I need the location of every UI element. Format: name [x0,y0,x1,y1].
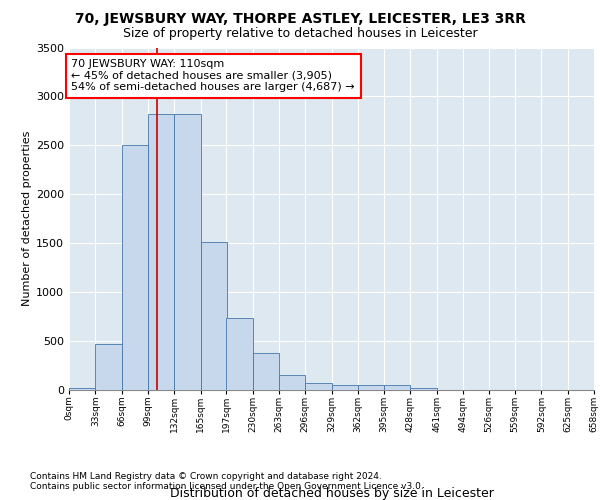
Text: 70 JEWSBURY WAY: 110sqm
← 45% of detached houses are smaller (3,905)
54% of semi: 70 JEWSBURY WAY: 110sqm ← 45% of detache… [71,59,355,92]
Bar [384,385,410,390]
Bar [410,388,437,390]
Bar [95,344,122,390]
Bar [226,318,253,390]
Bar [358,385,384,390]
Bar [331,385,358,390]
Bar [253,353,279,390]
Bar [200,242,227,390]
Y-axis label: Number of detached properties: Number of detached properties [22,131,32,306]
Bar [175,114,200,390]
Bar [69,388,95,390]
Text: 70, JEWSBURY WAY, THORPE ASTLEY, LEICESTER, LE3 3RR: 70, JEWSBURY WAY, THORPE ASTLEY, LEICEST… [74,12,526,26]
Bar [279,376,305,390]
Bar [148,114,175,390]
Text: Contains public sector information licensed under the Open Government Licence v3: Contains public sector information licen… [30,482,424,491]
Text: Contains HM Land Registry data © Crown copyright and database right 2024.: Contains HM Land Registry data © Crown c… [30,472,382,481]
Text: Size of property relative to detached houses in Leicester: Size of property relative to detached ho… [122,28,478,40]
X-axis label: Distribution of detached houses by size in Leicester: Distribution of detached houses by size … [170,488,493,500]
Bar [305,382,331,390]
Bar [122,146,148,390]
